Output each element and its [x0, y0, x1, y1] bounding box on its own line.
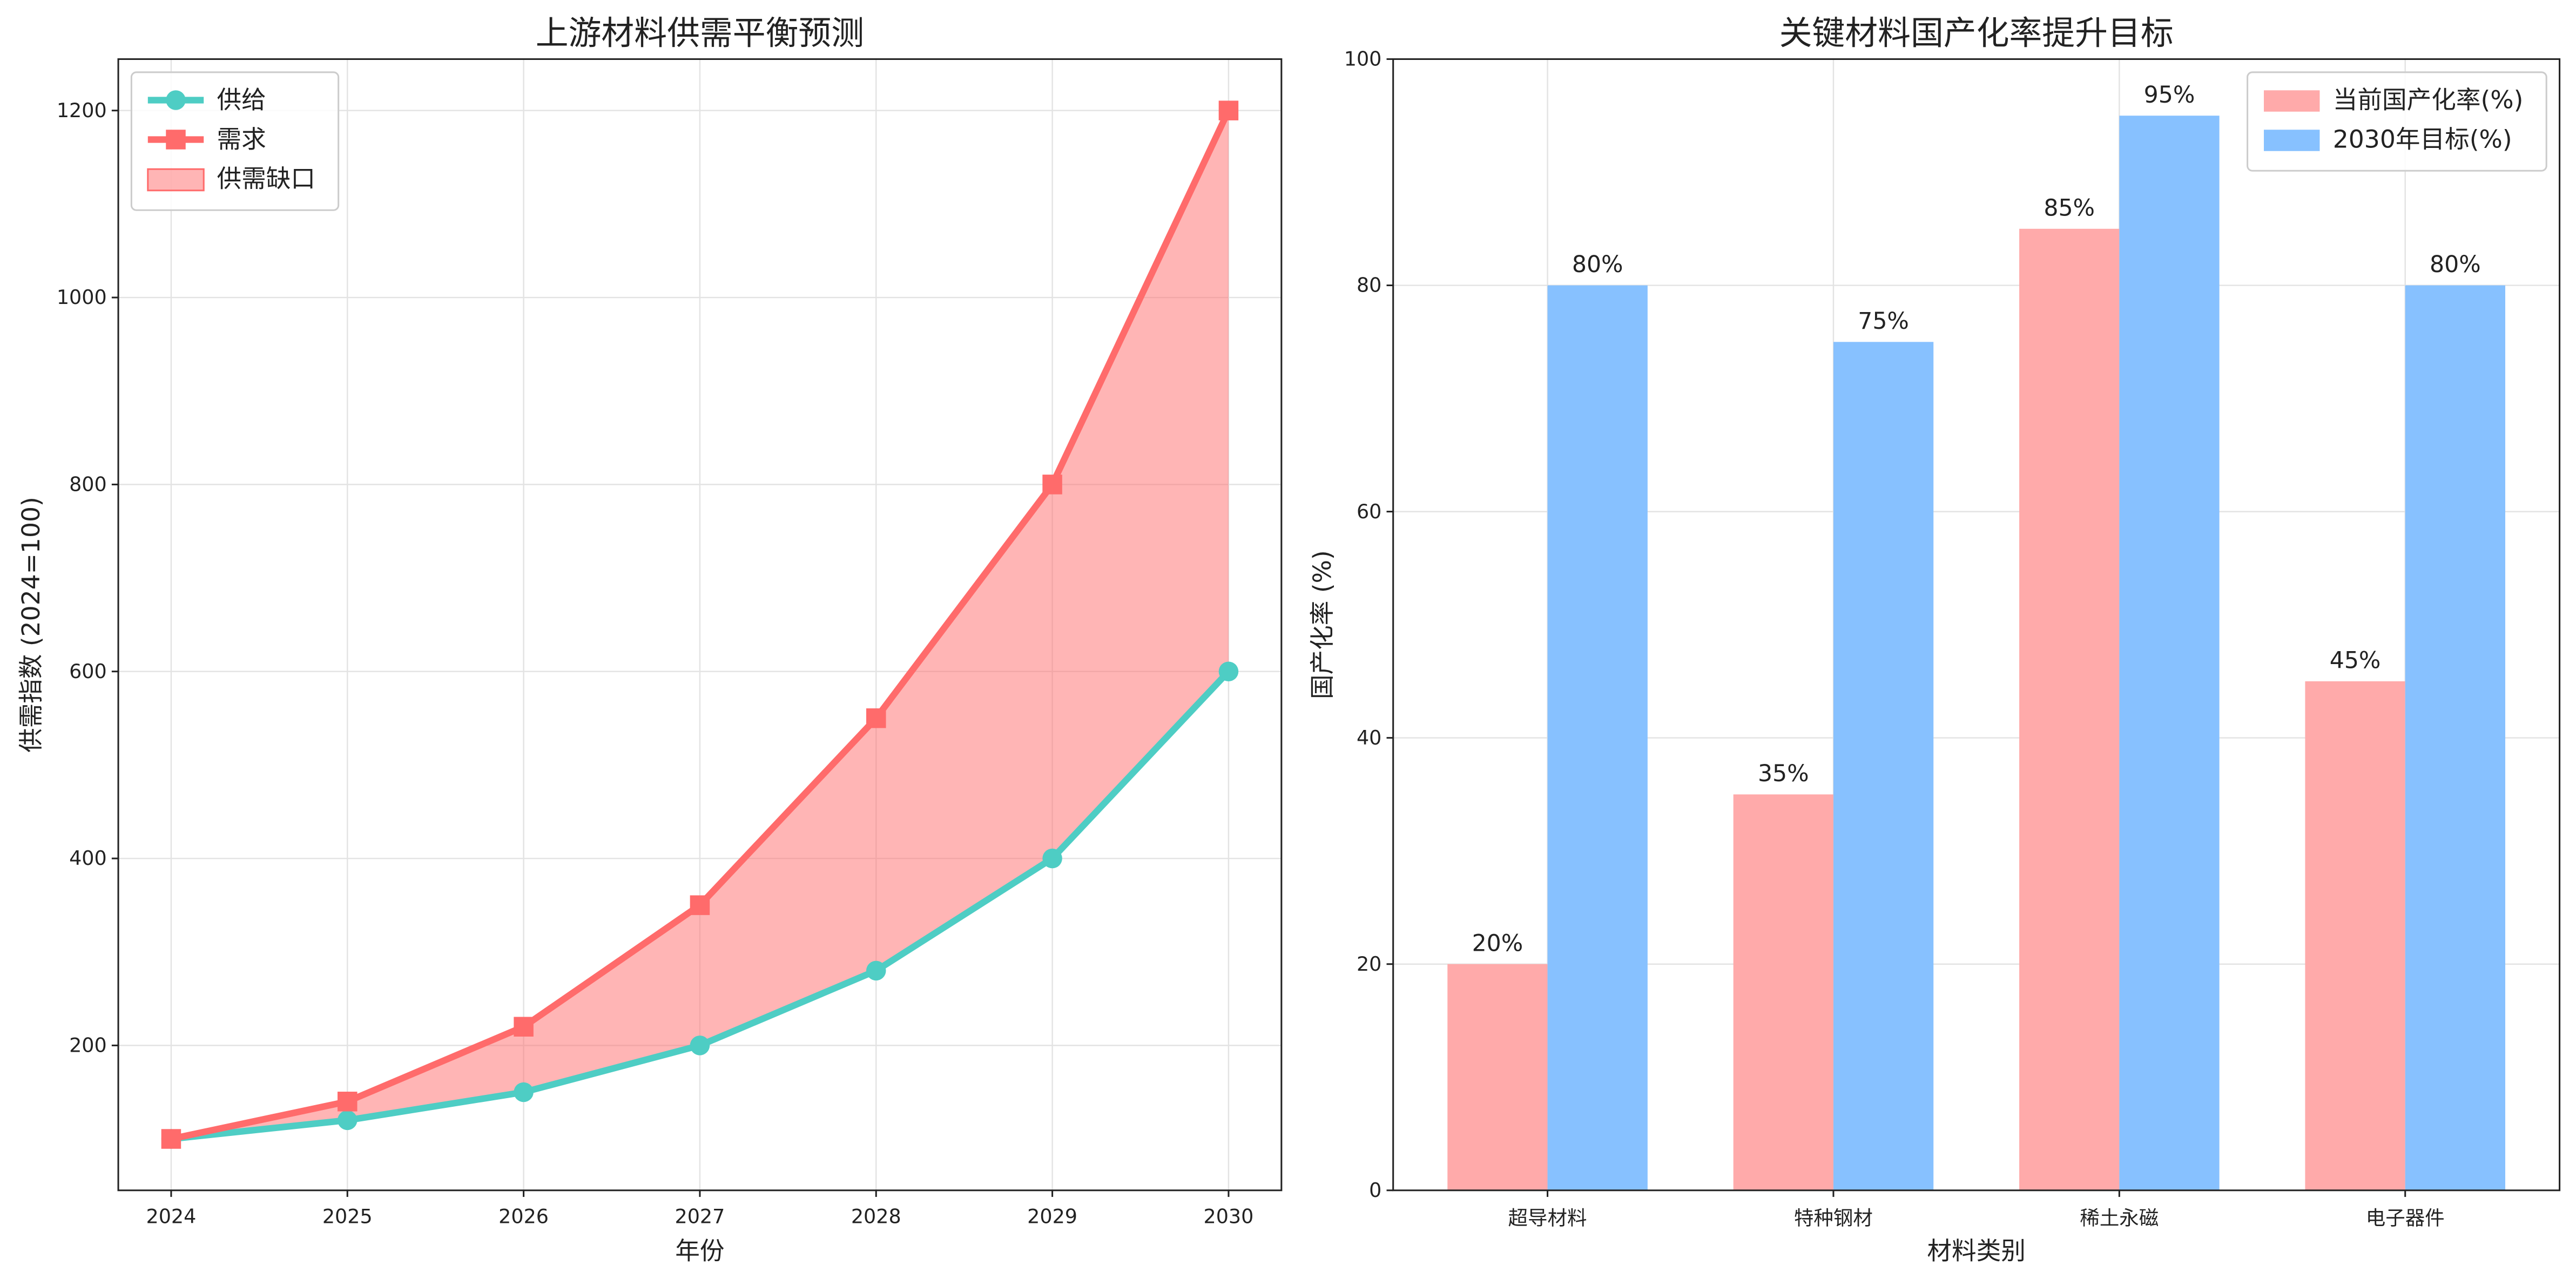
y-tick-label: 1000	[57, 286, 107, 309]
x-tick-label: 特种钢材	[1794, 1207, 1873, 1230]
bar	[1447, 964, 1548, 1190]
chart-title: 关键材料国产化率提升目标	[1779, 15, 2174, 52]
x-tick-label: 2025	[322, 1205, 373, 1228]
y-tick-label: 1200	[57, 99, 107, 122]
plot-frame	[117, 58, 1283, 1192]
legend-label: 供需缺口	[217, 165, 315, 193]
bar	[2019, 228, 2120, 1190]
value-label: 85%	[2044, 194, 2095, 221]
y-tick-label: 80	[1357, 274, 1381, 297]
legend-label: 2030年目标(%)	[2333, 125, 2512, 154]
y-axis-label: 国产化率 (%)	[1308, 550, 1337, 699]
x-axis-label: 材料类别	[1927, 1237, 2025, 1266]
bar	[1833, 342, 1934, 1190]
x-tick-label: 2029	[1027, 1205, 1077, 1228]
y-tick-label: 600	[69, 660, 107, 683]
legend-label: 供给	[217, 86, 266, 114]
legend-label: 当前国产化率(%)	[2333, 86, 2524, 114]
legend-marker	[166, 130, 186, 150]
y-tick-label: 20	[1357, 952, 1381, 976]
marker	[690, 1036, 710, 1055]
bar	[1733, 794, 1833, 1190]
chart-title: 上游材料供需平衡预测	[536, 15, 864, 52]
legend-swatch	[2264, 90, 2320, 112]
x-tick-label: 2027	[675, 1205, 725, 1228]
y-tick-label: 0	[1369, 1179, 1381, 1202]
marker	[338, 1110, 358, 1131]
marker	[1042, 475, 1062, 495]
marker	[690, 895, 710, 915]
y-tick-label: 60	[1357, 500, 1381, 523]
marker	[514, 1017, 534, 1037]
y-tick-label: 400	[69, 847, 107, 870]
value-label: 35%	[1758, 760, 1809, 787]
bar	[1547, 285, 1648, 1190]
value-label: 45%	[2330, 647, 2381, 674]
legend-marker	[166, 90, 186, 110]
y-tick-label: 40	[1357, 726, 1381, 749]
y-axis-label: 供需指数 (2024=100)	[17, 497, 45, 753]
value-label: 20%	[1472, 930, 1523, 957]
value-label: 80%	[1572, 251, 1623, 278]
bar	[2405, 285, 2505, 1190]
bar	[2119, 116, 2220, 1190]
bar	[2305, 681, 2405, 1190]
x-tick-label: 2028	[851, 1205, 901, 1228]
marker	[1042, 848, 1062, 869]
y-tick-label: 200	[69, 1034, 107, 1057]
legend-label: 需求	[217, 125, 266, 154]
x-tick-label: 电子器件	[2366, 1207, 2445, 1230]
legend-box	[2247, 71, 2547, 172]
legend-swatch	[147, 168, 205, 192]
marker	[866, 708, 886, 728]
marker	[514, 1082, 534, 1102]
y-tick-label: 800	[69, 473, 107, 496]
marker	[1218, 100, 1239, 120]
gap-area	[171, 110, 1229, 1139]
x-tick-label: 2024	[146, 1205, 196, 1228]
x-tick-label: 2030	[1203, 1205, 1253, 1228]
x-tick-label: 超导材料	[1508, 1207, 1587, 1230]
value-label: 95%	[2144, 82, 2195, 109]
value-label: 80%	[2430, 251, 2481, 278]
marker	[161, 1129, 181, 1149]
y-tick-label: 100	[1344, 48, 1382, 71]
legend-swatch	[2264, 130, 2320, 151]
x-tick-label: 2026	[498, 1205, 549, 1228]
value-label: 75%	[1858, 308, 1909, 335]
marker	[866, 960, 886, 981]
marker	[1218, 661, 1239, 681]
x-tick-label: 稀土永磁	[2080, 1207, 2159, 1230]
x-axis-label: 年份	[675, 1237, 724, 1266]
marker	[338, 1092, 358, 1112]
plot-frame	[1392, 58, 2561, 1192]
